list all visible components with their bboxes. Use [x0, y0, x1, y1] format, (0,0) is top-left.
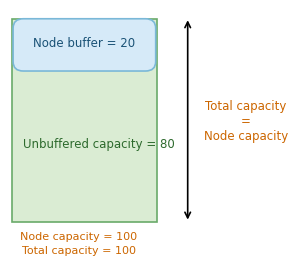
Text: Total capacity = 100: Total capacity = 100: [22, 245, 136, 256]
FancyBboxPatch shape: [13, 19, 156, 71]
Text: Unbuffered capacity = 80: Unbuffered capacity = 80: [23, 138, 175, 151]
Text: Node buffer = 20: Node buffer = 20: [33, 38, 135, 50]
FancyBboxPatch shape: [12, 19, 157, 222]
Text: Node capacity = 100: Node capacity = 100: [20, 232, 137, 242]
Text: Total capacity
=
Node capacity: Total capacity = Node capacity: [204, 100, 288, 143]
